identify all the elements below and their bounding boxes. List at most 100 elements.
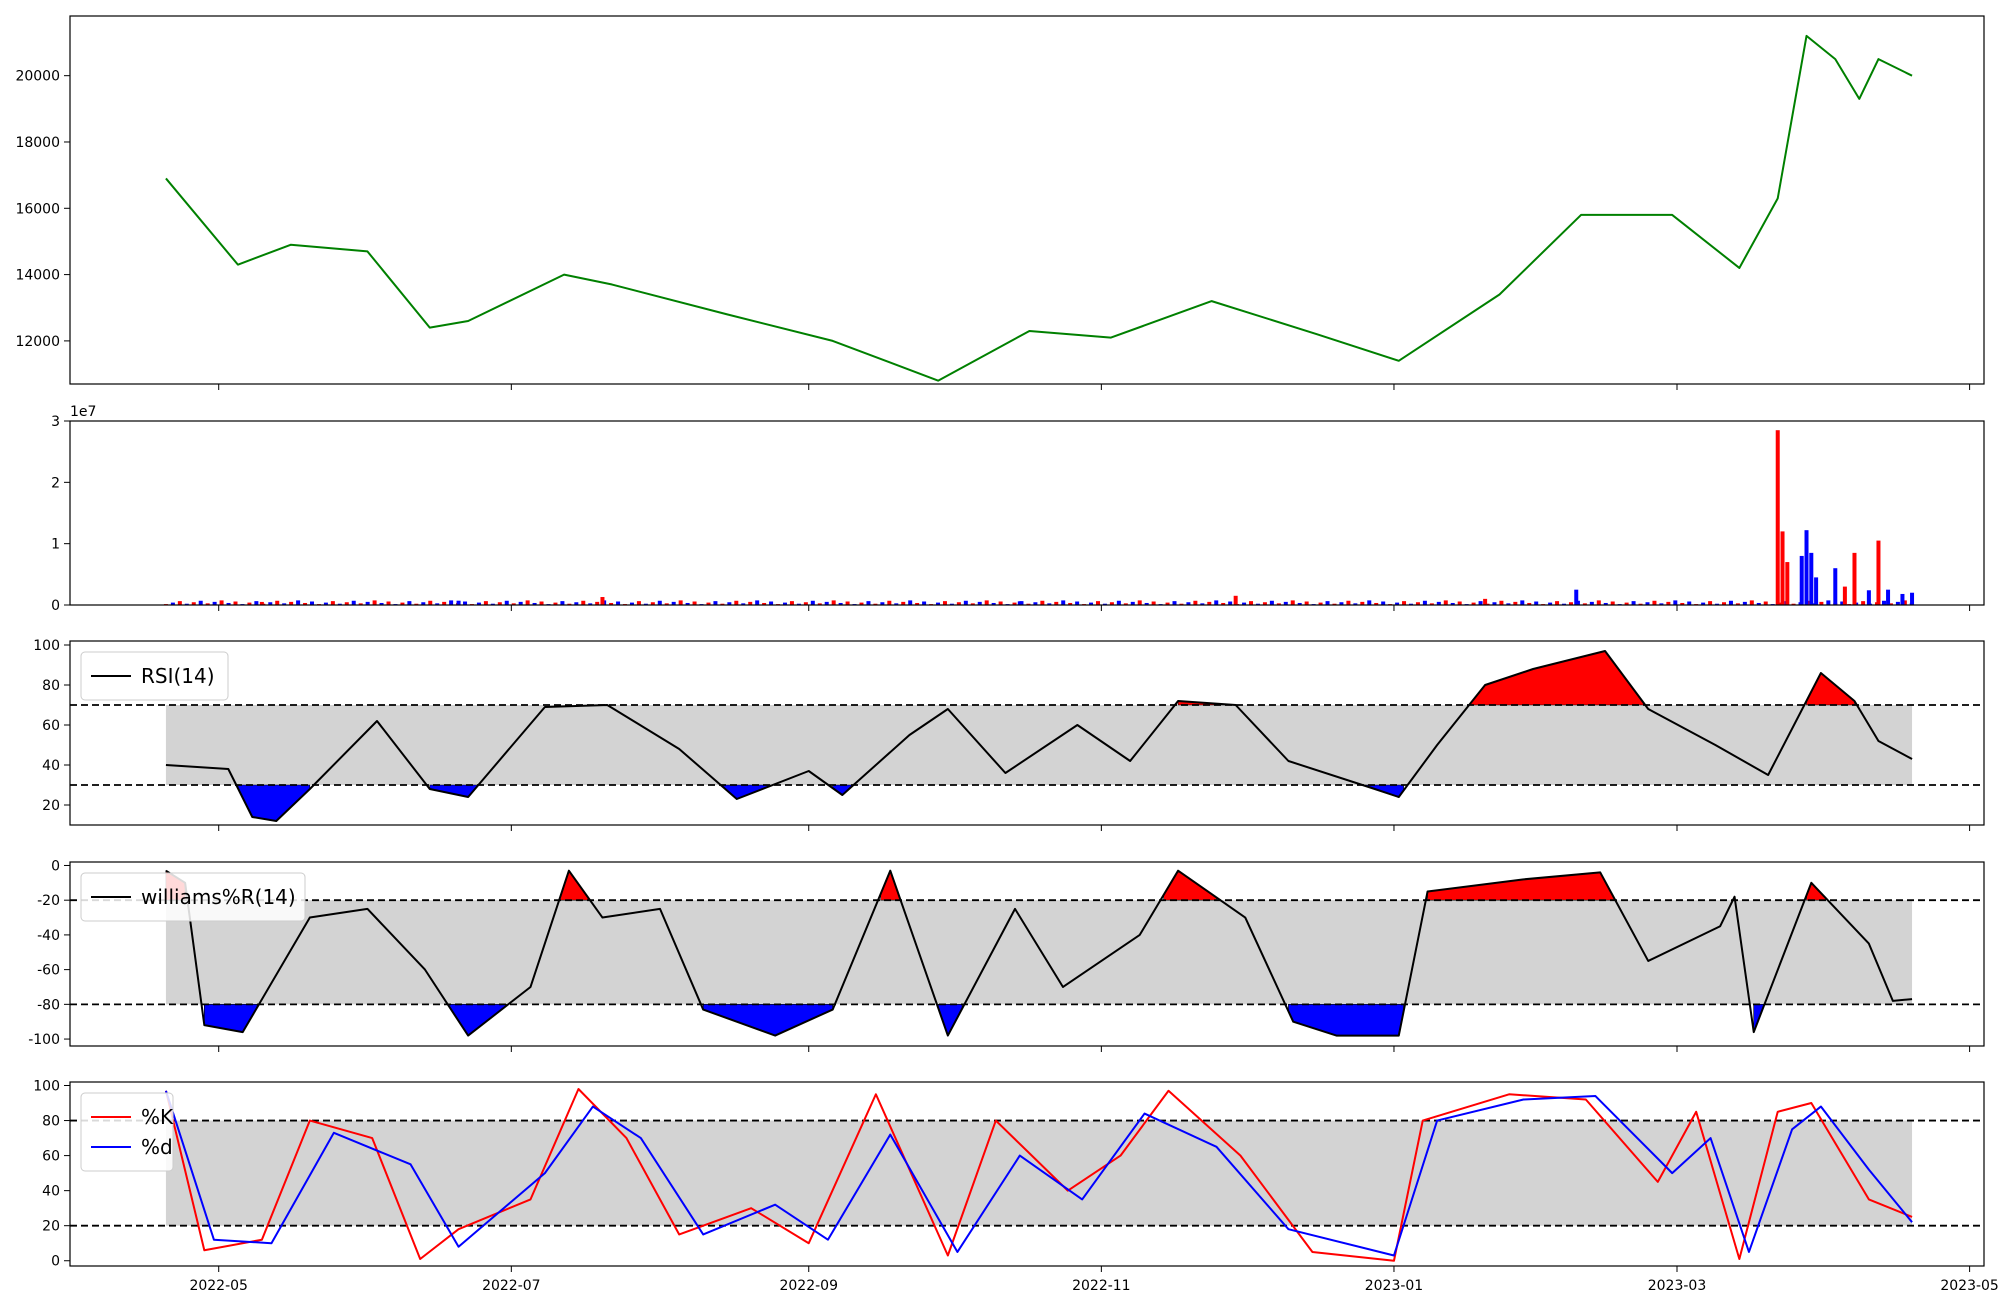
x-tick-label: 2023-05 <box>1940 1278 1999 1294</box>
y-tick-label: -20 <box>37 893 60 909</box>
volume-bar <box>1819 601 1824 605</box>
x-tick-label: 2023-01 <box>1365 1278 1424 1294</box>
volume-bar <box>1179 603 1184 605</box>
volume-bar <box>1722 602 1727 605</box>
volume-bar <box>600 597 605 605</box>
volume-bar <box>1791 603 1796 605</box>
volume-bar <box>873 603 878 605</box>
y-tick-label: 2 <box>51 475 60 491</box>
series-line <box>165 869 1913 1037</box>
volume-bar <box>727 602 732 605</box>
volume-bar <box>706 602 711 605</box>
volume-bar <box>254 601 259 605</box>
axes-frame <box>69 861 1985 1047</box>
williams-r-panel: -100 -80 -60 -40 -20 0 williams%R(14) <box>28 858 1985 1052</box>
volume-bar <box>1408 603 1413 605</box>
volume-panel: 0 1 2 3 1e7 <box>51 404 1985 614</box>
volume-bar <box>233 601 238 605</box>
volume-bar <box>1047 603 1052 605</box>
volume-bar <box>567 603 572 605</box>
volume-bar <box>1520 600 1525 605</box>
volume-bar <box>414 603 419 605</box>
volume-bar <box>1527 602 1532 605</box>
volume-bar <box>942 601 947 605</box>
volume-bar <box>1262 602 1267 605</box>
volume-bar <box>831 600 836 605</box>
volume-bar <box>1054 601 1059 605</box>
volume-bar <box>1116 600 1121 605</box>
volume-bar <box>789 601 794 605</box>
volume-bar <box>713 601 718 605</box>
volume-bar <box>1866 590 1871 605</box>
volume-bar <box>1144 602 1149 605</box>
volume-bar <box>449 600 454 605</box>
volume-bar <box>1221 602 1226 605</box>
volume-bar <box>963 600 968 605</box>
volume-bar <box>1381 601 1386 605</box>
volume-bar <box>205 603 210 605</box>
y-tick-label: 80 <box>42 678 60 694</box>
volume-bar <box>212 601 217 605</box>
volume-bar <box>1360 601 1365 605</box>
volume-bar <box>1492 602 1497 605</box>
y-tick-label: 1 <box>51 537 60 553</box>
y-tick-label: 16000 <box>15 201 60 217</box>
volume-bar <box>956 602 961 605</box>
y-tick-label: 80 <box>42 1114 60 1130</box>
volume-bar <box>636 601 641 605</box>
volume-bar <box>616 601 621 605</box>
volume-bar <box>1826 600 1831 605</box>
volume-bar <box>866 601 871 605</box>
volume-bar <box>1395 602 1400 605</box>
volume-bar <box>191 602 196 605</box>
volume-bar <box>991 602 996 605</box>
volume-bar <box>553 602 558 605</box>
y-tick-label: 0 <box>51 858 60 874</box>
volume-bar <box>1276 603 1281 605</box>
axes-frame <box>69 640 1985 826</box>
price-panel: 12000 14000 16000 18000 20000 <box>15 15 1985 390</box>
volume-bar <box>1799 555 1804 605</box>
volume-bar <box>803 602 808 605</box>
volume-bar <box>268 602 273 605</box>
volume-bar <box>664 603 669 605</box>
volume-bar <box>1415 602 1420 605</box>
oversold-fill <box>702 1004 833 1036</box>
volume-bar <box>275 600 280 605</box>
volume-bar <box>1471 602 1476 605</box>
volume-bar <box>379 602 384 605</box>
volume-bar <box>1109 602 1114 605</box>
volume-bar <box>1422 600 1427 605</box>
volume-bar <box>1687 601 1692 605</box>
volume-bar <box>1200 603 1205 605</box>
volume-bar <box>1102 603 1107 605</box>
volume-bar <box>247 602 252 605</box>
volume-bar <box>1513 601 1518 605</box>
volume-bar <box>1151 601 1156 605</box>
volume-bar <box>226 602 231 605</box>
volume-bar <box>762 602 767 605</box>
volume-bar <box>1749 600 1754 605</box>
volume-bar <box>1886 589 1891 605</box>
y-tick-label: 40 <box>42 1184 60 1200</box>
volume-bar <box>650 602 655 605</box>
volume-bar <box>296 600 301 605</box>
volume-bar <box>525 600 530 605</box>
volume-bar <box>1165 602 1170 605</box>
volume-bar <box>1290 600 1295 605</box>
volume-bar <box>1900 593 1905 605</box>
y-tick-label: 18000 <box>15 135 60 151</box>
volume-bar <box>1610 601 1615 605</box>
volume-bar <box>1756 602 1761 605</box>
volume-bar <box>1233 595 1238 605</box>
volume-bar <box>483 601 488 605</box>
volume-bar <box>428 600 433 605</box>
volume-bar <box>1172 601 1177 605</box>
volume-bar <box>1638 603 1643 605</box>
volume-bar <box>337 603 342 605</box>
series-line <box>164 1088 1913 1262</box>
volume-bar <box>1339 602 1344 605</box>
volume-bar <box>1888 603 1893 605</box>
volume-bar <box>1040 600 1045 605</box>
x-tick-label: 2023-03 <box>1648 1278 1707 1294</box>
